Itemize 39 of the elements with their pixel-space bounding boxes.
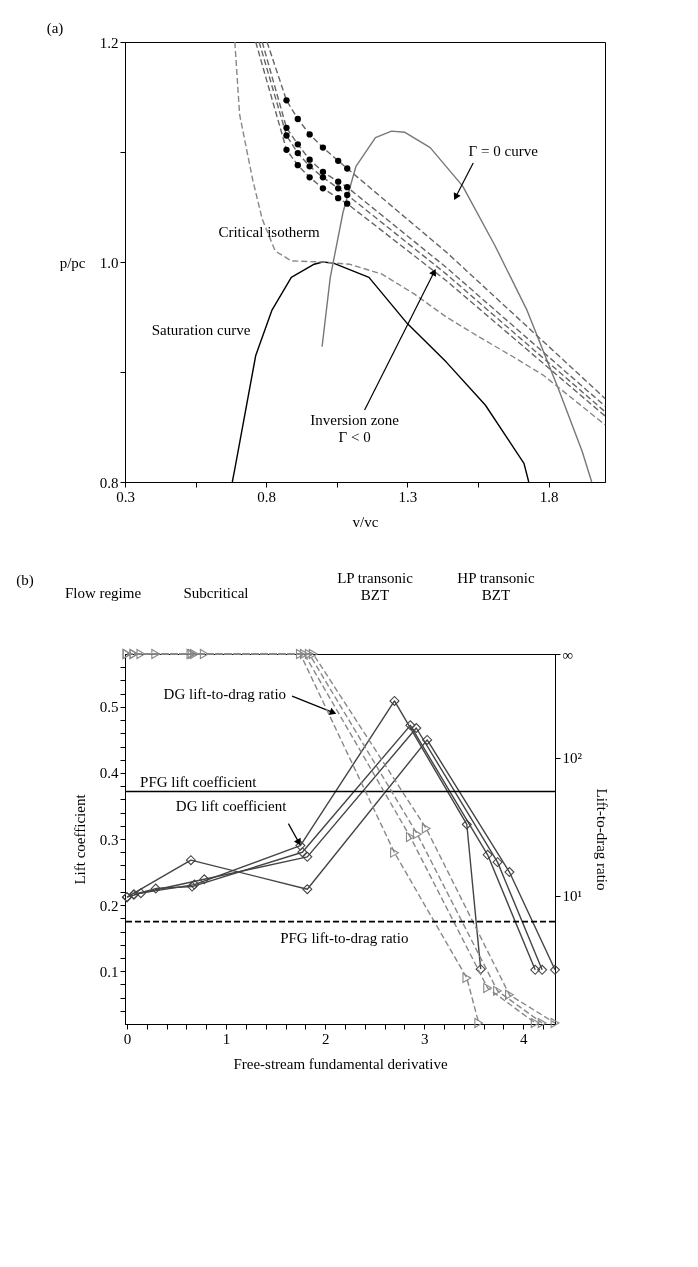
x-tick-label: 1.8 [539, 488, 559, 505]
ref-line-label: PFG lift-to-drag ratio [280, 929, 409, 946]
x-tick-label: 3 [420, 1030, 429, 1047]
x-tick-label: 1.3 [398, 488, 418, 505]
x-axis-title: Free-stream fundamental derivative [233, 1055, 448, 1072]
x-tick-label: 1 [222, 1030, 231, 1047]
text: HP transonic BZT [457, 570, 536, 603]
text: (a) [46, 20, 64, 37]
y-tick-label: 1.0 [99, 254, 119, 271]
annotation: Inversion zone Γ < 0 [310, 412, 400, 445]
x-tick-label: 0.3 [116, 488, 135, 505]
y-tick-label: 0.5 [99, 699, 119, 716]
y2-tick-label: ∞ [562, 646, 574, 663]
x-tick-label: 4 [520, 1030, 529, 1047]
x-tick-label: 2 [321, 1030, 330, 1047]
y-tick-label: 0.8 [99, 474, 119, 491]
y-tick-label: 0.2 [99, 897, 119, 914]
annotation: Saturation curve [151, 322, 251, 338]
y-tick-label: 1.2 [99, 34, 119, 51]
y2-axis-title: Lift-to-drag ratio [594, 788, 610, 891]
text: LP transonic BZT [337, 570, 414, 603]
annotation: Critical isotherm [218, 224, 320, 240]
x-axis-title: v/vc [352, 513, 379, 530]
y2-tick-label: 10¹ [562, 888, 582, 905]
y-tick-label: 0.3 [99, 831, 119, 848]
annotation: DG lift-to-drag ratio [163, 686, 287, 703]
text: Flow regime [64, 585, 142, 601]
y-axis-title: p/pc [59, 254, 86, 271]
text: Subcritical [183, 585, 249, 601]
text: (b) [16, 572, 34, 589]
y-axis-title: Lift coefficient [71, 793, 88, 885]
y-tick-label: 0.4 [99, 765, 119, 782]
x-tick-label: 0 [123, 1030, 132, 1047]
ref-line-label: PFG lift coefficient [140, 774, 258, 791]
y-tick-label: 0.1 [99, 963, 119, 980]
y2-tick-label: 10² [562, 750, 583, 767]
x-tick-label: 0.8 [257, 488, 277, 505]
annotation: DG lift coefficient [175, 797, 288, 814]
annotation: Γ = 0 curve [468, 143, 539, 159]
